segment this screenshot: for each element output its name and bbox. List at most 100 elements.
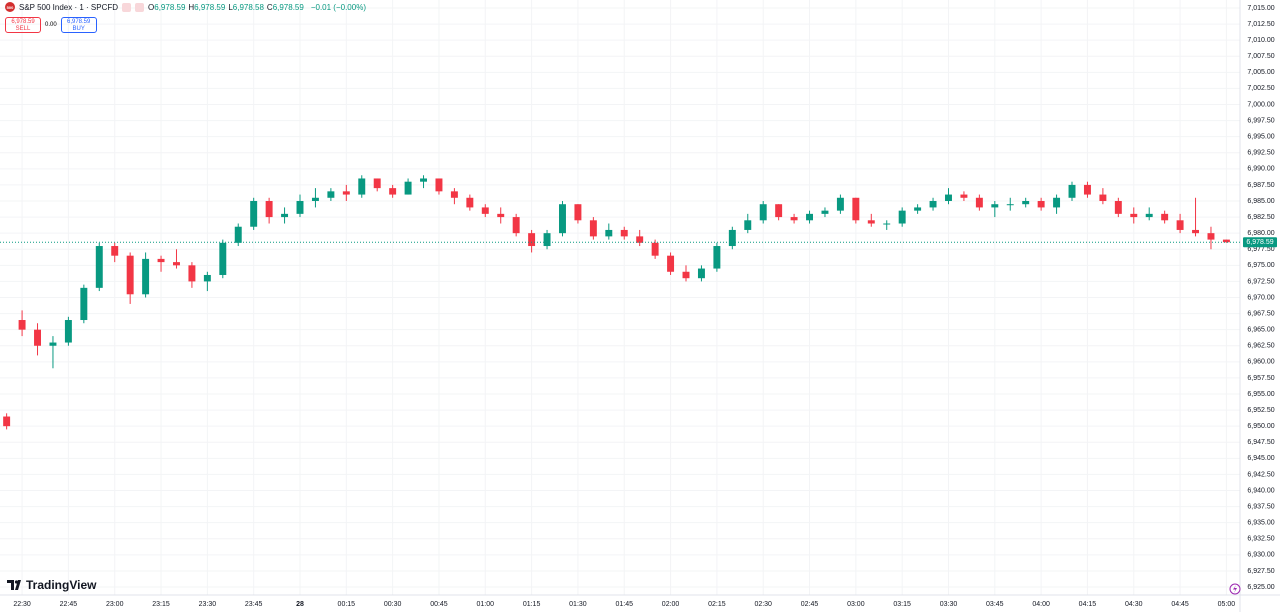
y-tick-label: 6,987.50 <box>1247 182 1274 189</box>
candle-body <box>49 342 57 346</box>
y-tick-label: 7,002.50 <box>1247 85 1274 92</box>
alert-icon-bolt <box>1233 585 1237 593</box>
candle-body <box>1006 204 1014 206</box>
x-tick-label: 01:00 <box>477 601 495 608</box>
y-tick-label: 7,012.50 <box>1247 21 1274 28</box>
x-tick-label: 00:30 <box>384 601 402 608</box>
ohlc-key: H <box>188 2 195 12</box>
y-tick-label: 6,952.50 <box>1247 407 1274 414</box>
candle-body <box>759 204 767 221</box>
x-tick-label: 28 <box>296 601 304 608</box>
candle-body <box>1114 200 1122 214</box>
candle-body <box>435 178 443 192</box>
y-tick-label: 7,010.00 <box>1247 37 1274 44</box>
candle-body <box>327 191 335 198</box>
candle-body <box>373 178 381 189</box>
sell-price: 6,978.59 <box>11 19 35 25</box>
candle-body <box>389 188 397 195</box>
y-tick-label: 6,970.00 <box>1247 294 1274 301</box>
ohlc-key: C <box>266 2 273 12</box>
x-tick-label: 03:30 <box>940 601 958 608</box>
y-tick-label: 6,960.00 <box>1247 359 1274 366</box>
candle-body <box>466 197 474 208</box>
candle-body <box>898 210 906 224</box>
x-tick-label: 04:15 <box>1079 601 1097 608</box>
candle-body <box>528 233 536 247</box>
candle-body <box>157 258 165 263</box>
candle-body <box>1176 220 1184 230</box>
ohlc-value: 6,978.58 <box>232 2 264 12</box>
candle-body <box>589 220 597 237</box>
candle-body <box>404 181 412 195</box>
spread: 0.00 <box>45 22 57 28</box>
buy-button[interactable]: 6,978.59 BUY <box>60 17 97 33</box>
symbol-title[interactable]: S&P 500 Index · 1 · SPCFD <box>19 2 119 12</box>
candle-body <box>1053 197 1061 208</box>
menu-button[interactable] <box>135 2 145 12</box>
y-tick-label: 7,000.00 <box>1247 101 1274 108</box>
x-tick-label: 02:00 <box>662 601 680 608</box>
candle-body <box>960 194 968 198</box>
x-tick-label: 05:00 <box>1218 601 1236 608</box>
last-price-label: 6,978.59 <box>1246 239 1273 246</box>
y-tick-label: 6,992.50 <box>1247 150 1274 157</box>
logo[interactable]: TradingView <box>7 578 96 592</box>
candle-body <box>728 229 736 247</box>
legend-header: 500 S&P 500 Index · 1 · SPCFD O6,978.59 H… <box>5 2 366 12</box>
y-tick-label: 6,995.00 <box>1247 133 1274 140</box>
candle-body <box>234 226 242 243</box>
y-tick-label: 6,975.00 <box>1247 262 1274 269</box>
candle-body <box>636 236 644 243</box>
x-tick-label: 23:30 <box>199 601 217 608</box>
x-tick-label: 23:45 <box>245 601 263 608</box>
candle-body <box>605 229 613 237</box>
y-tick-label: 6,935.00 <box>1247 520 1274 527</box>
candle-body <box>883 223 891 225</box>
ohlc-value: 6,978.59 <box>272 2 304 12</box>
candle-body <box>1145 213 1153 218</box>
y-tick-label: 7,015.00 <box>1247 5 1274 12</box>
y-tick-label: 7,005.00 <box>1247 69 1274 76</box>
candle-body <box>126 255 134 295</box>
ohlc-value: 6,978.59 <box>194 2 226 12</box>
candle-body <box>1161 213 1169 221</box>
candle-body <box>95 246 103 288</box>
candle-body <box>512 217 520 234</box>
candle-body <box>250 200 258 227</box>
candle-body <box>1022 200 1030 205</box>
candle-body <box>991 204 999 208</box>
candle-body <box>497 213 505 218</box>
candle-body <box>775 204 783 218</box>
x-tick-label: 22:45 <box>60 601 78 608</box>
eye-button[interactable] <box>122 2 132 12</box>
candle-body <box>358 178 366 195</box>
candle-body <box>697 268 705 279</box>
y-tick-label: 6,982.50 <box>1247 214 1274 221</box>
x-tick-label: 03:15 <box>893 601 911 608</box>
y-tick-label: 6,997.50 <box>1247 117 1274 124</box>
alert-icon[interactable] <box>1229 583 1241 595</box>
candle-body <box>929 200 937 208</box>
x-tick-label: 22:30 <box>13 601 31 608</box>
x-tick-label: 01:30 <box>569 601 587 608</box>
ohlc-key: O <box>148 2 155 12</box>
x-tick-label: 04:45 <box>1171 601 1189 608</box>
candle-body <box>1192 229 1200 234</box>
candle-body <box>203 274 211 282</box>
last-price-badge <box>1243 237 1277 248</box>
candle-body <box>1222 239 1230 243</box>
x-tick-label: 04:30 <box>1125 601 1143 608</box>
y-tick-label: 6,962.50 <box>1247 343 1274 350</box>
candle-body <box>265 200 273 218</box>
y-tick-label: 6,942.50 <box>1247 471 1274 478</box>
candle-body <box>34 329 41 346</box>
x-tick-label: 01:15 <box>523 601 541 608</box>
sell-button[interactable]: 6,978.59 SELL <box>5 17 41 33</box>
candle-body <box>188 265 196 282</box>
y-tick-label: 6,985.00 <box>1247 198 1274 205</box>
buy-price: 6,978.59 <box>67 19 91 25</box>
symbol-icon: 500 <box>5 2 15 12</box>
candle-body <box>450 191 458 198</box>
